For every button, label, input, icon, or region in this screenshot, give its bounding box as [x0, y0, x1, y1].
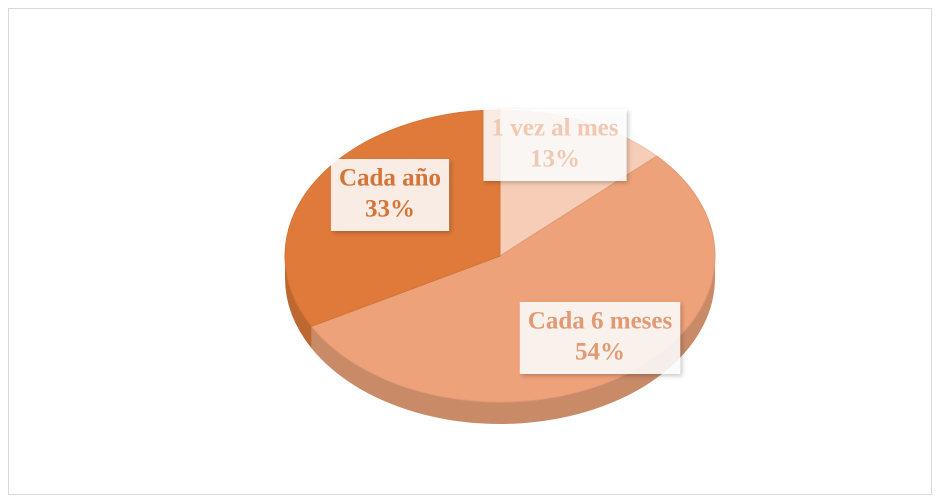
slice-side — [285, 256, 312, 349]
data-label: Cada año 33% — [330, 159, 450, 231]
label-value: 13% — [530, 146, 580, 173]
data-label: 1 vez al mes 13% — [483, 109, 627, 181]
label-box — [483, 109, 627, 181]
label-value: 33% — [365, 196, 415, 223]
label-box — [519, 302, 681, 374]
slice-side — [311, 256, 715, 424]
label-category: Cada 6 meses — [528, 308, 673, 335]
label-box — [330, 159, 450, 231]
label-category: Cada año — [339, 165, 441, 192]
data-label: Cada 6 meses 54% — [519, 302, 681, 374]
label-value: 54% — [575, 339, 625, 366]
label-category: 1 vez al mes — [491, 115, 618, 142]
